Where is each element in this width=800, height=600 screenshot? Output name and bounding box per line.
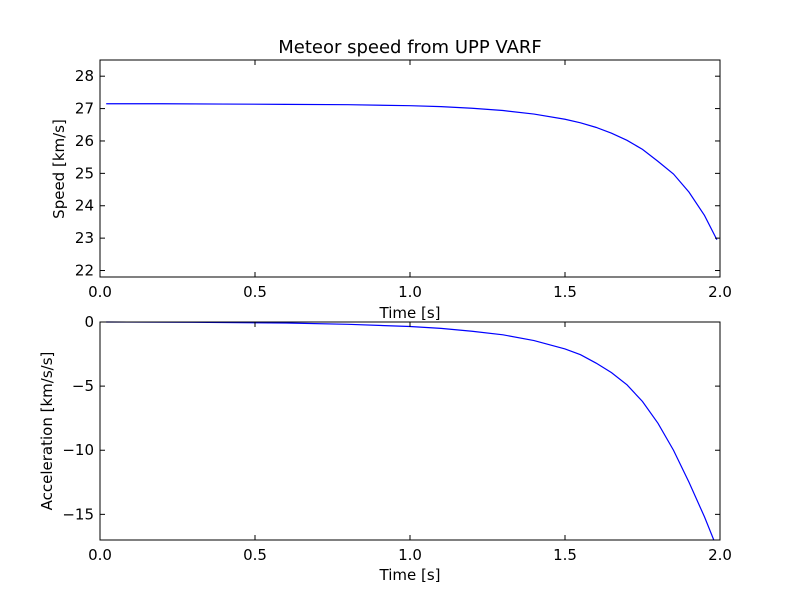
y-tick-label: 24 [75, 197, 94, 215]
acceleration-plot: Time [s] Acceleration [km/s/s] 0.0 0.5 1.0… [38, 313, 732, 584]
x-tick-label: 0.5 [243, 546, 267, 564]
speed-plot: Meteor speed from UPP VARF Time [s] Spee… [50, 37, 732, 322]
x-tick-label: 1.5 [553, 283, 577, 301]
y-tick-label: 23 [75, 229, 94, 247]
y-tick-label: −5 [72, 377, 94, 395]
x-tick-label: 1.0 [398, 546, 422, 564]
x-tick-label: 1.0 [398, 283, 422, 301]
series-line [106, 321, 715, 541]
x-axis-label: Time [s] [379, 304, 441, 322]
series-line [106, 103, 718, 241]
y-tick-label: 27 [75, 100, 94, 118]
chart-title: Meteor speed from UPP VARF [278, 37, 542, 58]
x-tick-label: 2.0 [708, 546, 732, 564]
y-tick-label: 25 [75, 164, 94, 182]
x-tick-label: 0.0 [88, 546, 112, 564]
x-tick-label: 0.5 [243, 283, 267, 301]
x-tick-label: 0.0 [88, 283, 112, 301]
x-tick-label: 1.5 [553, 546, 577, 564]
x-axis-label: Time [s] [379, 566, 441, 584]
x-tick-label: 2.0 [708, 283, 732, 301]
y-tick-label: 0 [84, 313, 94, 331]
y-tick-label: 26 [75, 132, 94, 150]
y-tick-label: 28 [75, 67, 94, 85]
y-tick-label: −15 [62, 505, 94, 523]
y-axis-label: Acceleration [km/s/s] [38, 352, 56, 511]
y-axis-label: Speed [km/s] [50, 119, 68, 219]
y-tick-label: 22 [75, 262, 94, 280]
y-tick-label: −10 [62, 441, 94, 459]
